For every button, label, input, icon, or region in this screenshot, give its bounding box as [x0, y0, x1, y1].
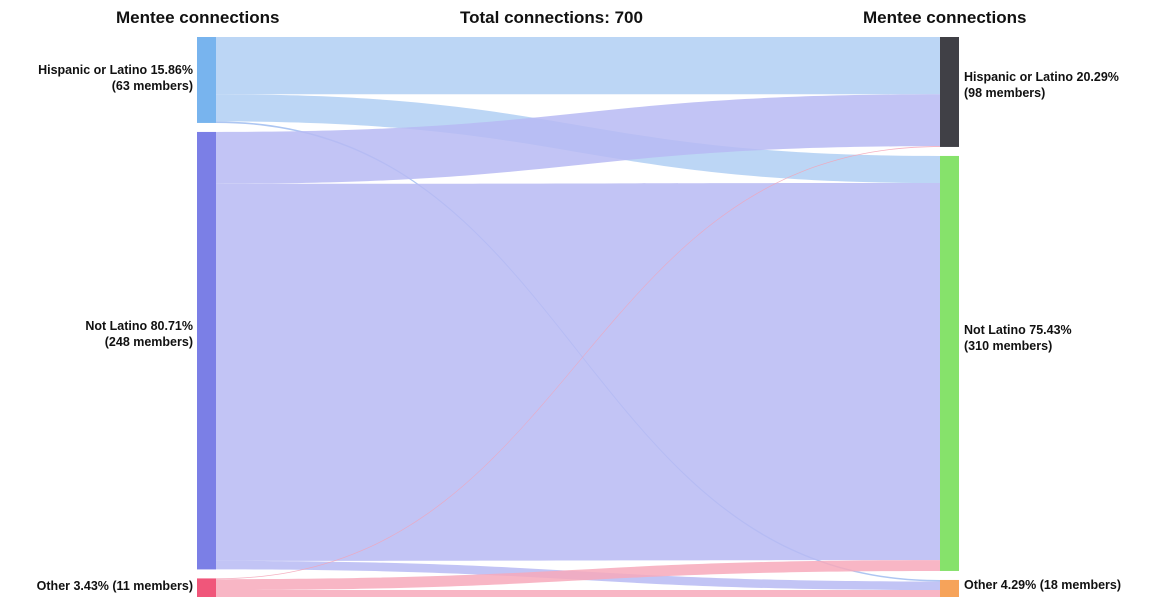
link-l-not-to-r-not [216, 183, 940, 561]
node-label-line: Hispanic or Latino 15.86% [38, 63, 193, 77]
node-label-line: (310 members) [964, 339, 1053, 353]
node-label-line: (248 members) [104, 335, 193, 349]
node-label-line: Not Latino 80.71% [85, 319, 193, 333]
node-label-line: Not Latino 75.43% [964, 323, 1072, 337]
link-l-other-to-r-not [216, 560, 940, 591]
node-bar-l-hisp [197, 37, 216, 123]
links-layer [216, 37, 940, 597]
node-label-line: Other 3.43% (11 members) [36, 579, 193, 593]
link-l-not-to-r-hisp [216, 94, 940, 184]
node-label-right-not-latino: Not Latino 75.43% (310 members) [964, 322, 1072, 354]
node-label-left-other: Other 3.43% (11 members) [37, 578, 193, 594]
node-bar-l-other [197, 578, 216, 597]
node-label-line: Hispanic or Latino 20.29% [964, 70, 1119, 84]
node-label-line: Other 4.29% (18 members) [964, 578, 1122, 592]
node-bar-l-not [197, 131, 216, 570]
node-bar-r-other [940, 579, 959, 597]
link-l-hisp-to-r-hisp [216, 37, 940, 95]
link-l-other-to-r-hisp [216, 146, 940, 580]
node-label-left-not-latino: Not Latino 80.71% (248 members) [85, 318, 193, 350]
total-connections-header: Total connections: 700 [460, 8, 643, 27]
node-label-right-other: Other 4.29% (18 members) [964, 577, 1121, 593]
nodes-layer [197, 37, 959, 597]
node-bar-r-hisp [940, 37, 959, 147]
node-label-line: (63 members) [111, 79, 193, 93]
node-label-left-hispanic: Hispanic or Latino 15.86% (63 members) [38, 62, 193, 94]
node-label-line: (98 members) [964, 86, 1046, 100]
right-column-header: Mentee connections [863, 8, 1027, 27]
left-column-header: Mentee connections [116, 8, 280, 27]
link-l-other-to-r-other [216, 590, 940, 597]
node-label-right-hispanic: Hispanic or Latino 20.29% (98 members) [964, 69, 1119, 101]
node-bar-r-not [940, 155, 959, 571]
